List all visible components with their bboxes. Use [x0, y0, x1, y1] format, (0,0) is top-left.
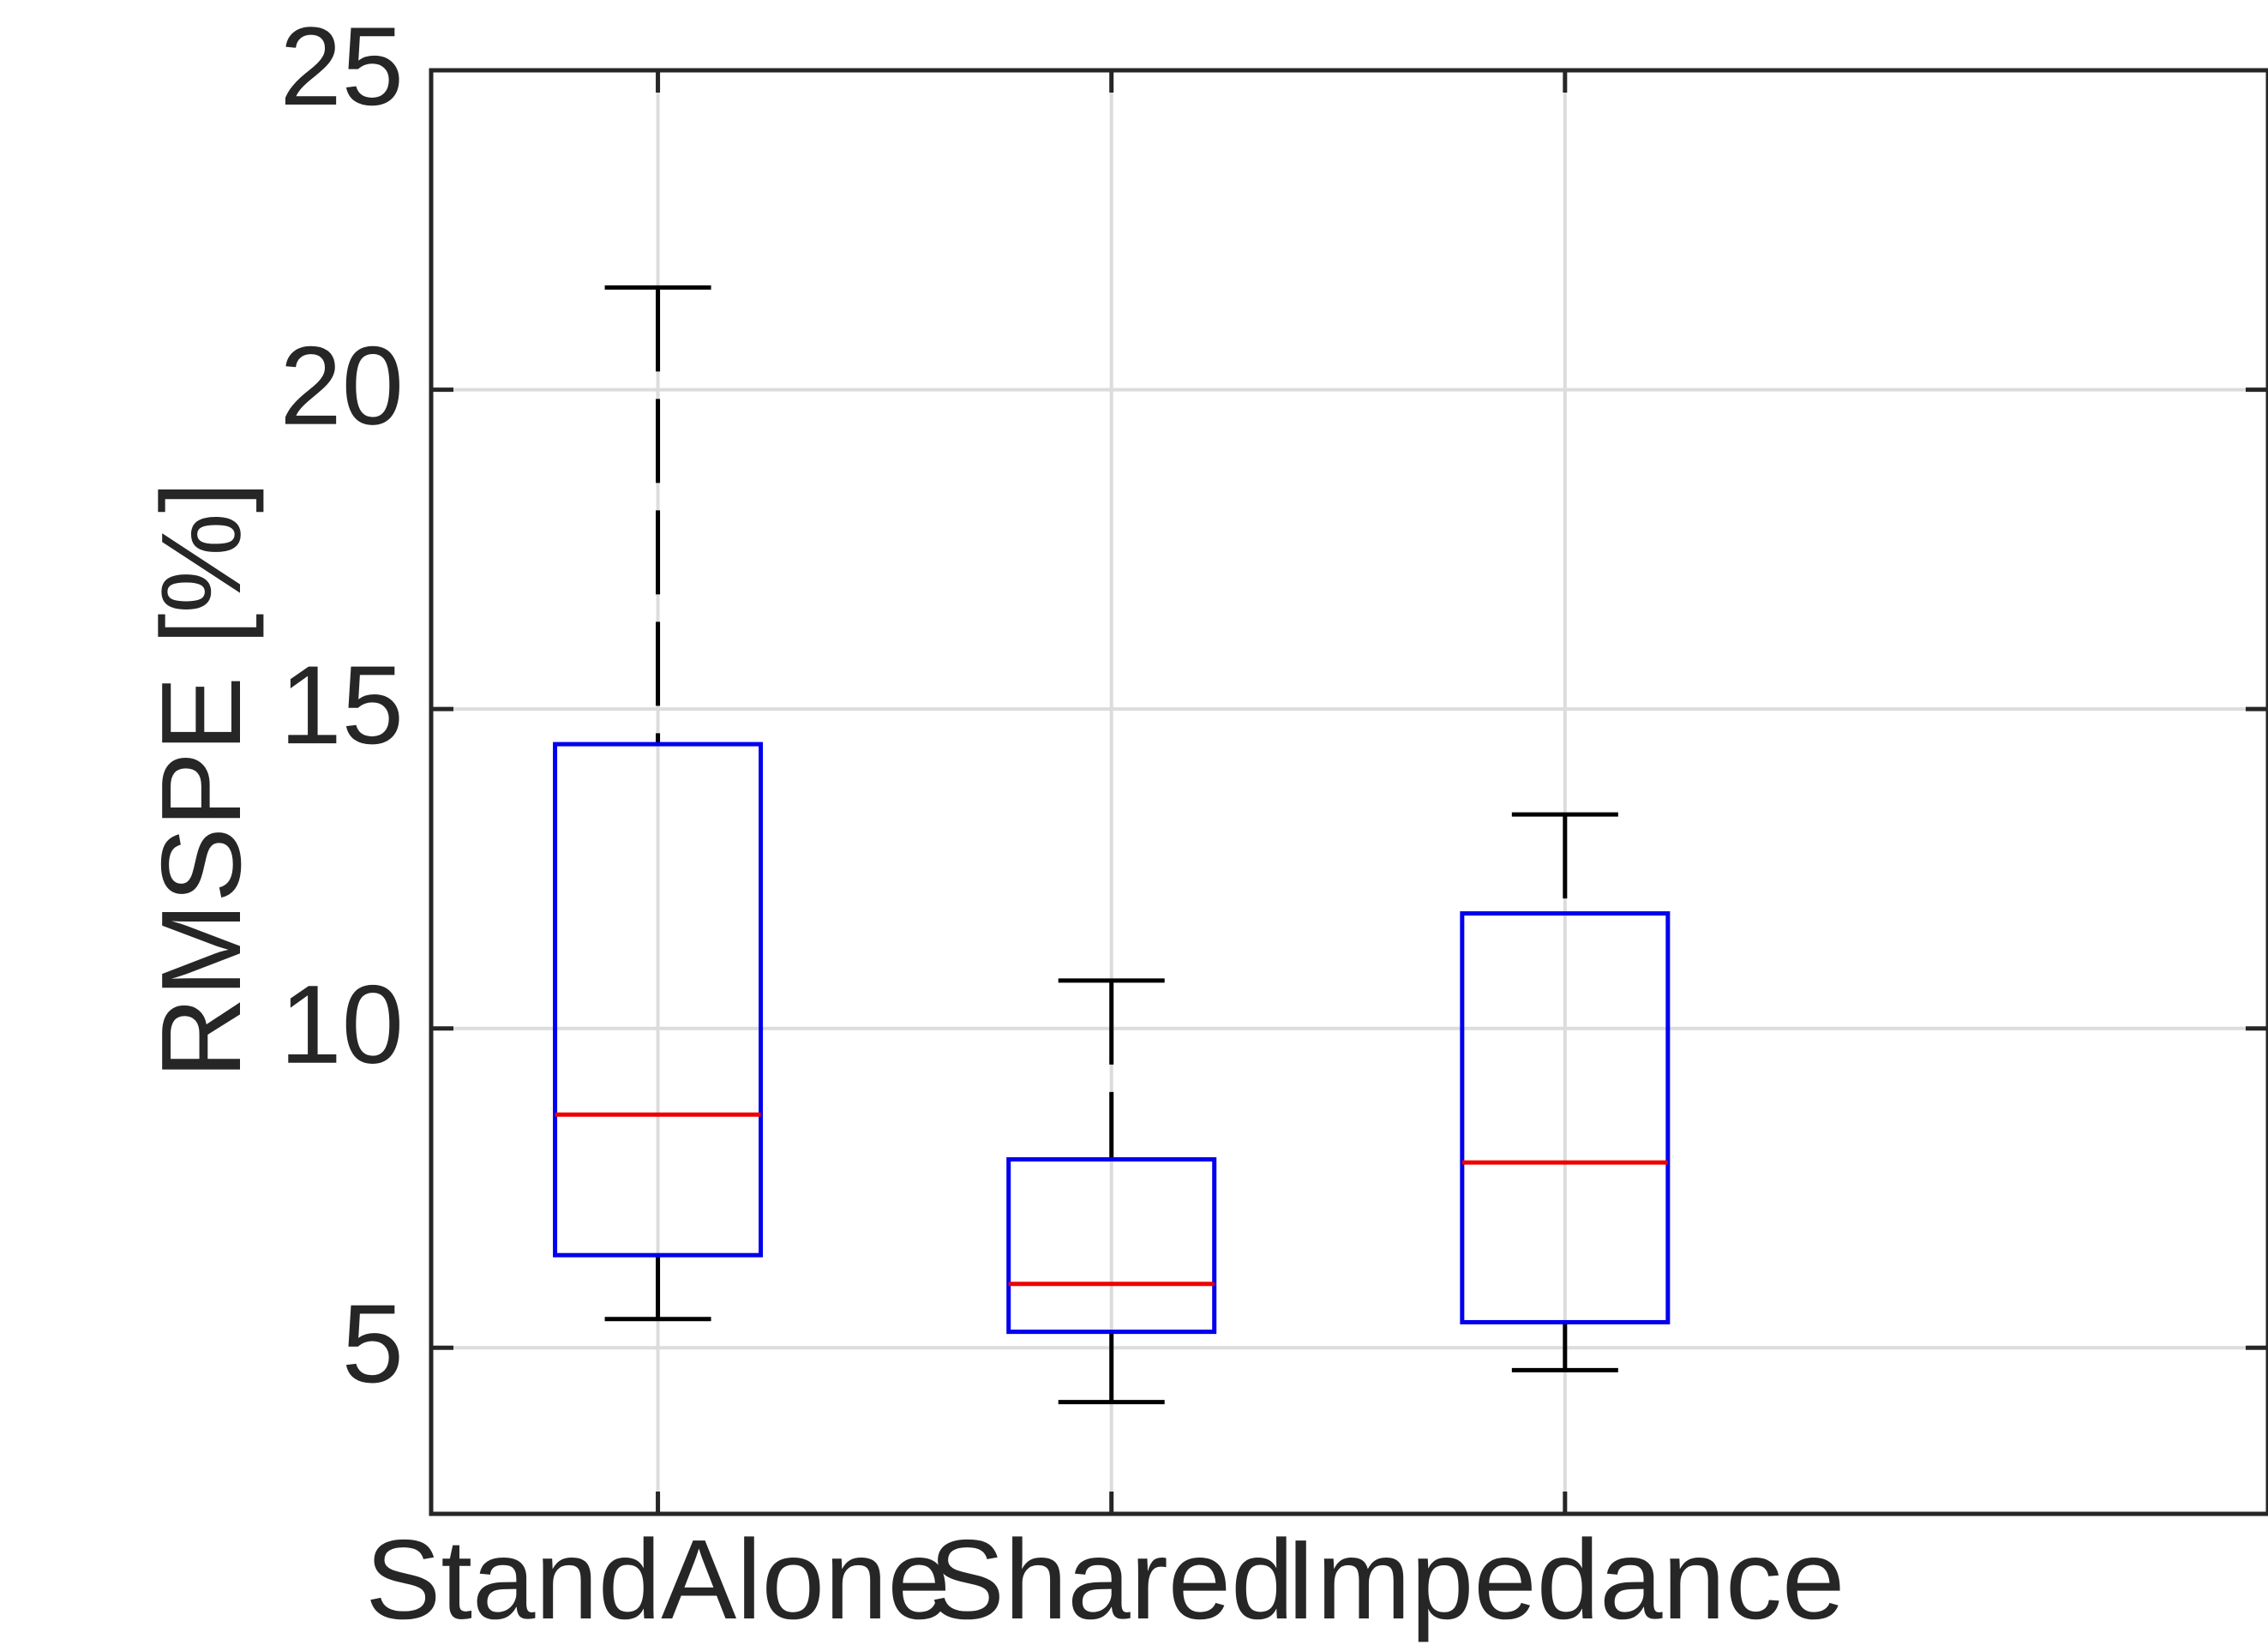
y-tick-label-20: 20: [279, 323, 404, 448]
y-tick-label-15: 15: [279, 642, 404, 767]
y-axis-label: RMSPE [%]: [138, 482, 264, 1079]
label-layer: RMSPE [%] 5 10 15 20 25 StandAloneSharedImped…: [138, 3, 1845, 1642]
box-shared: [1006, 1156, 1217, 1335]
box-standalone: [553, 741, 764, 1258]
box-layer: [553, 285, 1671, 1405]
box-impedance: [1460, 911, 1671, 1324]
axis-layer: [429, 68, 2268, 1516]
x-tick-label-impedance: Impedance: [1285, 1516, 1845, 1642]
y-tick-label-25: 25: [279, 3, 404, 129]
x-tick-label-shared: Shared: [929, 1516, 1294, 1642]
plot-frame: [429, 68, 2268, 1516]
x-tick-label-standalone: StandAlone: [365, 1516, 951, 1642]
y-tick-label-5: 5: [342, 1281, 404, 1406]
y-tick-label-10: 10: [279, 962, 404, 1087]
